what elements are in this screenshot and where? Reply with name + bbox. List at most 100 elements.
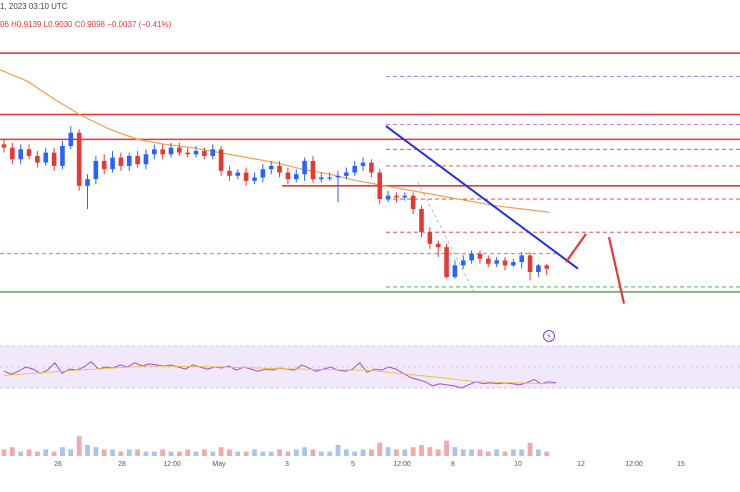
volume-bar (536, 449, 541, 456)
volume-bar (110, 449, 115, 456)
volume-bar (18, 451, 24, 456)
candle (227, 165, 232, 181)
volume-bar (285, 451, 291, 456)
volume-bar (218, 447, 224, 456)
candle (435, 240, 441, 258)
candle-body (85, 179, 90, 186)
candle (410, 192, 416, 214)
bearish-trend-line[interactable] (385, 125, 579, 270)
volume-bar (118, 451, 124, 456)
candle (260, 164, 266, 183)
volume-bar (1, 449, 7, 456)
candle (519, 252, 524, 269)
candle (344, 167, 349, 180)
volume-bar (268, 451, 274, 456)
projection-down-stroke (607, 236, 626, 304)
volume-bar (469, 449, 474, 456)
volume-bar (318, 451, 324, 456)
candle (135, 150, 140, 168)
candle-body (168, 147, 174, 155)
volume-bar (343, 449, 349, 456)
volume-bar (360, 449, 366, 456)
candle (319, 172, 324, 183)
candle-body (93, 160, 99, 180)
candle (293, 169, 299, 183)
x-axis-tick-label: 10 (514, 461, 522, 468)
candle-body (369, 162, 374, 173)
candle-body (402, 195, 408, 198)
candle (268, 160, 274, 175)
candle-body (536, 265, 541, 272)
candle-body (26, 149, 32, 156)
candle (494, 257, 499, 268)
candle-body (477, 253, 483, 259)
volume-bar (293, 449, 299, 456)
volume-bar (101, 449, 107, 456)
candle-body (285, 172, 291, 180)
candle-body (160, 149, 165, 155)
candle-body (352, 165, 357, 173)
candle (10, 142, 15, 165)
candle (511, 258, 516, 268)
volume-bar (335, 445, 341, 456)
volume-bar (193, 451, 199, 456)
volume-bar (277, 449, 282, 456)
candle-body (335, 175, 341, 178)
candle-body (10, 147, 15, 160)
candle-body (252, 177, 257, 181)
volume-bar (510, 449, 516, 456)
candle-body (101, 160, 107, 170)
volume-bar (502, 451, 508, 456)
candle-body (410, 195, 416, 209)
volume-bar (394, 449, 399, 456)
volume-bar (185, 449, 191, 456)
volume-bar (252, 449, 257, 456)
candle-body (243, 172, 249, 181)
candle (302, 157, 307, 181)
ohlc-values: 06 H0.9139 L0.9030 C0.9098 −0.0037 (−0.4… (0, 20, 172, 29)
volume-bar (126, 449, 132, 456)
svg-text:⚡: ⚡ (546, 332, 552, 341)
candle (536, 263, 541, 277)
candle-body (277, 165, 282, 173)
x-axis-tick-label: 26 (54, 461, 62, 468)
volume-bar (327, 451, 333, 456)
candle (126, 152, 132, 171)
volume-bar (260, 451, 266, 456)
candle (477, 250, 483, 264)
candle (502, 257, 508, 271)
volume-bar (76, 436, 82, 456)
candle-body (327, 177, 332, 179)
volume-bar (444, 440, 449, 456)
volume-bar (402, 449, 408, 456)
candle-body (293, 174, 299, 180)
candle-body (486, 258, 491, 264)
candle-body (193, 150, 199, 155)
candle-body (152, 149, 157, 155)
candle (360, 157, 366, 171)
x-axis-tick-label: 12:00 (163, 461, 181, 468)
candle-body (235, 172, 241, 176)
volume-bar (485, 451, 491, 456)
candle (202, 147, 207, 160)
candle-body (110, 157, 115, 170)
volume-bar (494, 449, 500, 456)
x-axis-tick-label: 3 (285, 461, 289, 468)
x-axis-tick-label: 12 (577, 461, 585, 468)
volume-bar (427, 447, 433, 456)
volume-bar (477, 449, 483, 456)
lightning-icon[interactable]: ⚡ (543, 330, 555, 342)
candle (185, 147, 190, 158)
candle (43, 147, 49, 166)
volume-bar (352, 451, 358, 456)
candle (143, 149, 149, 170)
volume-bar (9, 447, 15, 456)
volume-bar (460, 449, 466, 456)
candle-body (527, 255, 533, 272)
projection-up-stroke (565, 233, 587, 263)
candle-body (177, 147, 182, 153)
candle (1, 139, 7, 153)
x-axis-tick-label: 5 (351, 461, 355, 468)
candle (85, 174, 90, 209)
